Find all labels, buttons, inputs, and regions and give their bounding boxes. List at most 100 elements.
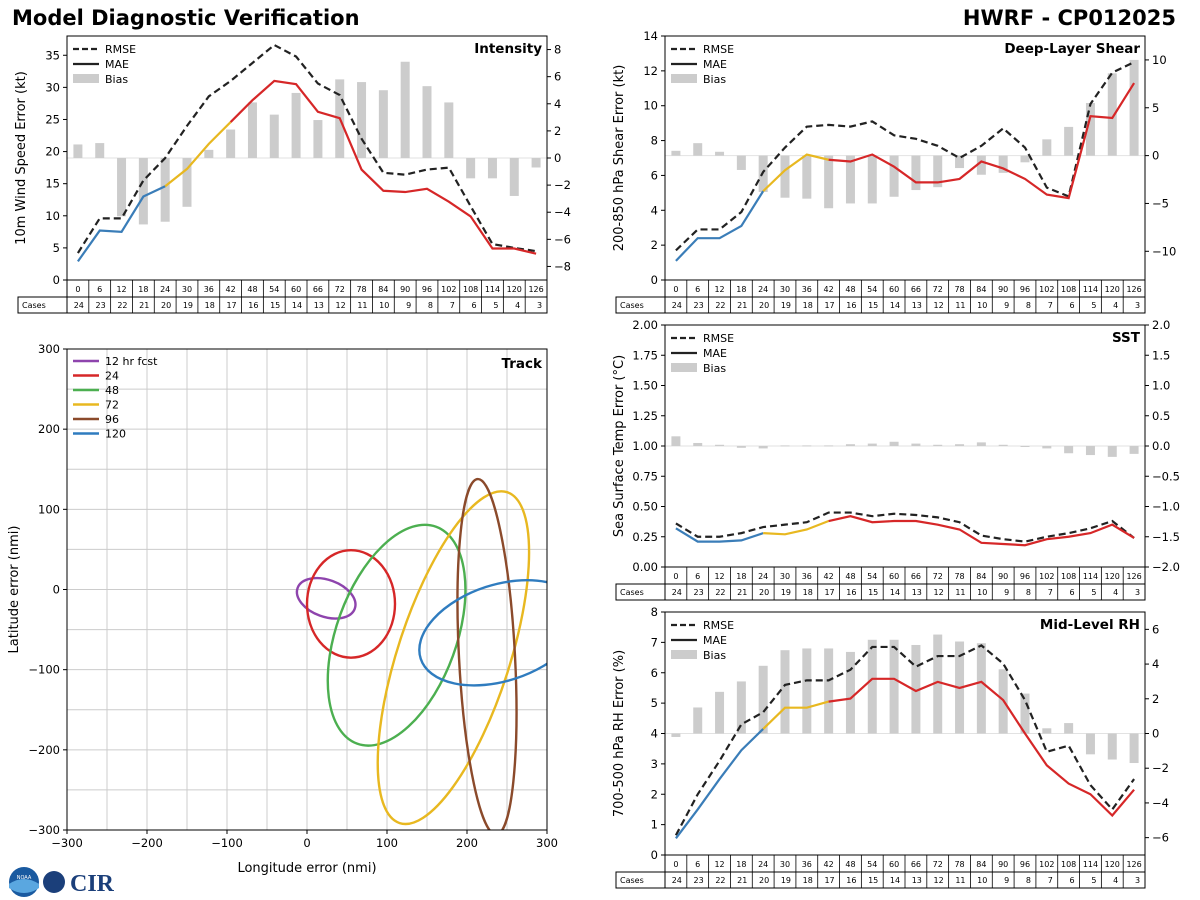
legend-mae-label: MAE <box>703 58 727 71</box>
legend-mae-label: MAE <box>703 634 727 647</box>
legend-rmse-label: RMSE <box>105 43 136 56</box>
bias-bar <box>291 92 301 158</box>
case-count: 14 <box>890 876 900 885</box>
track-ellipse-96 <box>456 477 518 830</box>
rmse-line <box>675 61 1135 252</box>
case-count: 7 <box>1048 876 1053 885</box>
lead-time-label: 12 <box>714 860 724 869</box>
lead-time-label: 72 <box>933 285 943 294</box>
case-count: 15 <box>868 588 878 597</box>
case-count: 24 <box>74 301 84 310</box>
mae-line-segment <box>675 190 765 262</box>
y-tick-label: 0.50 <box>632 500 658 514</box>
y-tick-label: 30 <box>45 80 60 94</box>
case-count: 13 <box>912 876 922 885</box>
cases-table: Cases02462312221821242030193618421748165… <box>615 279 1146 314</box>
case-count: 5 <box>1091 876 1096 885</box>
case-count: 16 <box>846 876 856 885</box>
y-axis-label: 10m Wind Speed Error (kt) <box>14 71 29 245</box>
lead-time-label: 120 <box>507 285 522 294</box>
case-count: 7 <box>1048 301 1053 310</box>
track-ellipse-48 <box>326 523 467 747</box>
case-count: 8 <box>1026 301 1031 310</box>
lead-time-label: 24 <box>758 572 768 581</box>
bias-bar <box>422 86 432 158</box>
legend-label: 12 hr fcst <box>105 355 158 368</box>
case-count: 8 <box>1026 876 1031 885</box>
y-tick-label: 0.75 <box>632 469 658 483</box>
case-count: 24 <box>672 588 682 597</box>
lead-time-label: 0 <box>75 285 80 294</box>
case-count: 6 <box>472 301 477 310</box>
lead-time-label: 102 <box>1039 285 1054 294</box>
bias-bar <box>269 114 279 158</box>
case-count: 21 <box>737 301 747 310</box>
noaa-cira-logo-icon: NOAA CIRA <box>9 867 114 897</box>
bias-bar <box>845 155 855 204</box>
case-count: 6 <box>1070 588 1075 597</box>
page-title-right: HWRF - CP012025 <box>962 6 1176 30</box>
lead-time-label: 96 <box>422 285 432 294</box>
lead-time-label: 90 <box>998 572 1008 581</box>
y2-tick-label: 5 <box>1152 101 1159 115</box>
lead-time-label: 48 <box>247 285 257 294</box>
bias-bar <box>911 644 921 734</box>
bias-bar <box>715 691 725 734</box>
y2-tick-label: −4 <box>1152 796 1169 810</box>
lead-time-label: 78 <box>356 285 366 294</box>
y-tick-label: 300 <box>38 342 60 356</box>
cira-logo-text: CIRA <box>70 871 114 897</box>
cases-label: Cases <box>22 301 46 310</box>
x-tick-label: 300 <box>536 836 558 850</box>
x-tick-label: −200 <box>131 836 163 850</box>
bias-bar <box>247 102 257 158</box>
case-count: 3 <box>1135 588 1140 597</box>
case-count: 21 <box>139 301 149 310</box>
case-count: 15 <box>868 876 878 885</box>
cases-row <box>615 296 1146 314</box>
lead-time-label: 72 <box>933 572 943 581</box>
bias-bar <box>671 436 681 446</box>
lead-time-label: 54 <box>867 285 877 294</box>
case-count: 10 <box>977 301 987 310</box>
bias-bar <box>976 643 986 734</box>
chart-title: SST <box>1112 330 1141 346</box>
case-count: 9 <box>1004 301 1009 310</box>
lead-time-label: 24 <box>758 285 768 294</box>
legend: RMSE MAE Bias <box>671 332 734 375</box>
bias-bar <box>1129 59 1139 156</box>
y2-tick-label: 2 <box>1152 692 1159 706</box>
legend-rmse-label: RMSE <box>703 43 734 56</box>
bias-bar <box>400 61 410 158</box>
lead-time-label: 78 <box>954 860 964 869</box>
case-count: 9 <box>406 301 411 310</box>
x-tick-label: 200 <box>456 836 478 850</box>
lead-time-label: 90 <box>998 860 1008 869</box>
lead-time-label: 18 <box>138 285 148 294</box>
case-count: 24 <box>672 876 682 885</box>
y2-tick-label: −5 <box>1152 196 1169 210</box>
y-tick-label: 8 <box>651 605 658 619</box>
case-count: 19 <box>781 301 791 310</box>
rmse-line <box>674 644 1135 836</box>
y-tick-label: 7 <box>651 635 658 649</box>
case-count: 4 <box>515 301 520 310</box>
logos: NOAA CIRA <box>4 866 114 898</box>
lead-time-label: 108 <box>1061 285 1076 294</box>
y-tick-label: 0.00 <box>632 560 658 574</box>
case-count: 23 <box>96 301 106 310</box>
lead-time-label: 18 <box>736 860 746 869</box>
rmse-line <box>675 511 1135 543</box>
lead-time-label: 30 <box>182 285 192 294</box>
y2-tick-label: 2.0 <box>1152 318 1170 332</box>
y-tick-label: 0.25 <box>632 530 658 544</box>
y2-tick-label: 1.0 <box>1152 379 1170 393</box>
case-count: 20 <box>759 588 769 597</box>
bias-bar <box>780 155 790 198</box>
case-count: 10 <box>977 876 987 885</box>
case-count: 12 <box>934 301 944 310</box>
case-count: 12 <box>336 301 346 310</box>
case-count: 22 <box>715 876 725 885</box>
